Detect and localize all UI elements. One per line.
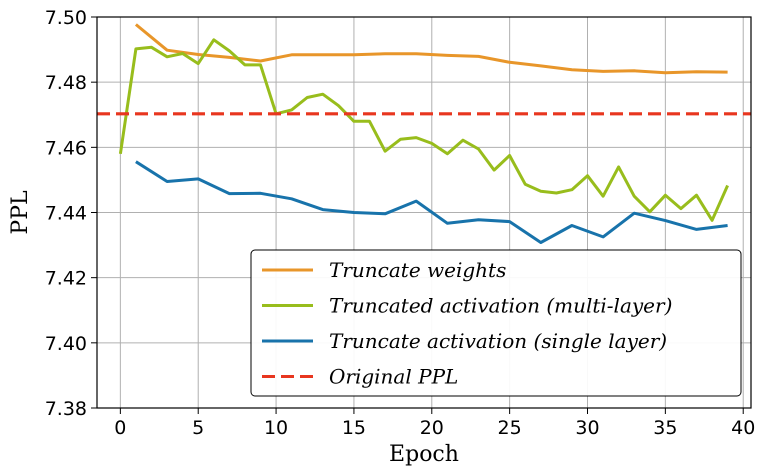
series-line-0 xyxy=(134,23,728,75)
legend-label: Truncate activation (single layer) xyxy=(329,329,667,353)
x-tick-label: 20 xyxy=(420,417,444,439)
legend-box xyxy=(250,249,742,397)
x-tick-label: 40 xyxy=(731,417,755,439)
legend: Truncate weights Truncated activation (mu… xyxy=(250,249,742,397)
legend-label: Original PPL xyxy=(329,365,458,389)
x-tick-label: 35 xyxy=(653,417,677,439)
x-tick-label: 5 xyxy=(192,417,204,439)
series-line-1 xyxy=(118,38,729,222)
x-tick-label: 10 xyxy=(264,417,288,439)
x-tick-label: 25 xyxy=(498,417,522,439)
y-tick-label: 7.38 xyxy=(45,398,87,420)
x-tick-label: 30 xyxy=(575,417,599,439)
legend-label: Truncated activation (multi-layer) xyxy=(329,294,672,318)
x-tick-label: 15 xyxy=(342,417,366,439)
x-tick-label: 0 xyxy=(114,417,126,439)
y-tick-label: 7.44 xyxy=(45,203,87,225)
axis-ticks: 0 5 10 15 20 25 30 35 40 7.38 7.40 7.42 7.44 7.46 7.48… xyxy=(45,7,756,439)
y-tick-label: 7.46 xyxy=(45,137,87,159)
series-line-2 xyxy=(135,160,728,244)
y-tick-label: 7.42 xyxy=(45,268,87,290)
y-tick-label: 7.48 xyxy=(45,72,87,94)
legend-label: Truncate weights xyxy=(329,258,506,282)
y-axis-title: PPL xyxy=(8,190,33,235)
x-axis-title: Epoch xyxy=(389,442,459,467)
y-tick-label: 7.40 xyxy=(45,333,87,355)
series-lines xyxy=(97,23,751,244)
y-tick-label: 7.50 xyxy=(45,7,87,29)
